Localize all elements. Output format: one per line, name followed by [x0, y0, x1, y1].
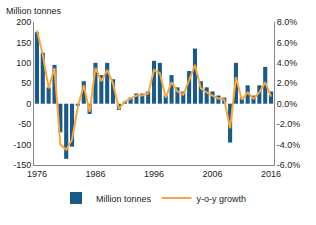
- svg-text:6.0%: 6.0%: [277, 38, 298, 48]
- svg-text:1976: 1976: [27, 169, 47, 179]
- svg-text:4.0%: 4.0%: [277, 58, 298, 68]
- svg-text:1996: 1996: [144, 169, 164, 179]
- svg-text:2016: 2016: [261, 169, 281, 179]
- svg-text:200: 200: [16, 17, 31, 27]
- svg-text:-150: -150: [13, 160, 31, 170]
- svg-text:-100: -100: [13, 140, 31, 150]
- svg-text:0.0%: 0.0%: [277, 99, 298, 109]
- svg-text:Million tonnes: Million tonnes: [6, 6, 62, 16]
- svg-text:0: 0: [26, 99, 31, 109]
- svg-text:2.0%: 2.0%: [277, 78, 298, 88]
- svg-text:50: 50: [21, 78, 31, 88]
- svg-text:-4.0%: -4.0%: [277, 140, 301, 150]
- svg-text:2006: 2006: [203, 169, 223, 179]
- svg-text:100: 100: [16, 58, 31, 68]
- svg-text:-50: -50: [18, 119, 31, 129]
- svg-text:-2.0%: -2.0%: [277, 119, 301, 129]
- svg-text:Million tonnes: Million tonnes: [96, 194, 152, 204]
- svg-text:y-o-y growth: y-o-y growth: [197, 194, 247, 204]
- svg-text:-6.0%: -6.0%: [277, 160, 301, 170]
- svg-text:1986: 1986: [85, 169, 105, 179]
- svg-text:8.0%: 8.0%: [277, 17, 298, 27]
- svg-text:150: 150: [16, 38, 31, 48]
